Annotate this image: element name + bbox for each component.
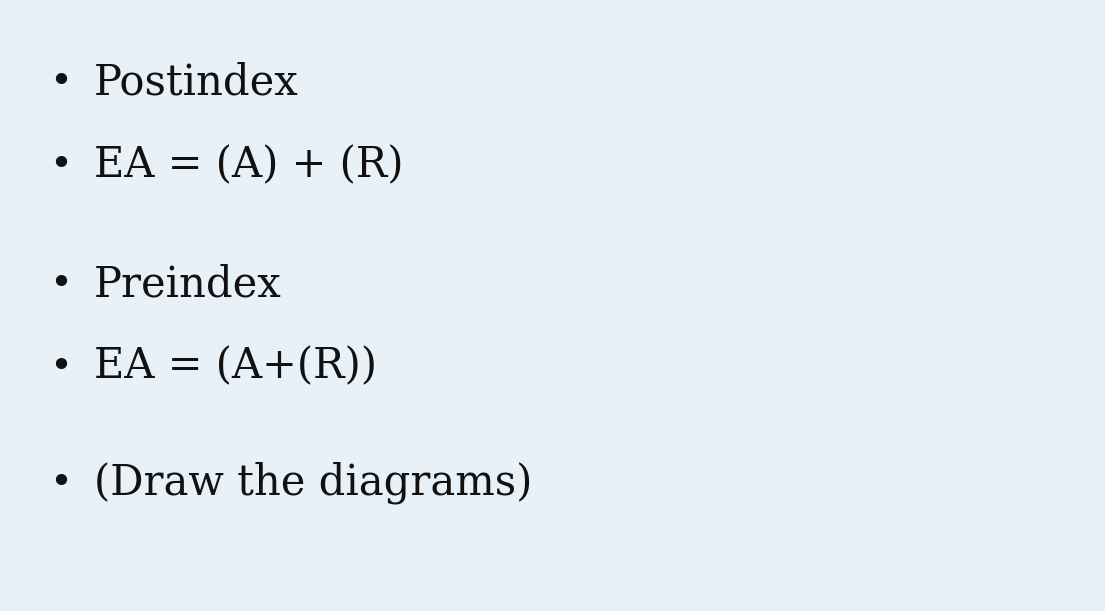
Text: •: • bbox=[50, 64, 72, 101]
Text: •: • bbox=[50, 146, 72, 184]
Text: •: • bbox=[50, 464, 72, 502]
Text: EA = (A) + (R): EA = (A) + (R) bbox=[94, 144, 403, 186]
Text: Preindex: Preindex bbox=[94, 263, 282, 305]
Text: •: • bbox=[50, 265, 72, 303]
Text: EA = (A+(R)): EA = (A+(R)) bbox=[94, 346, 377, 387]
Text: Postindex: Postindex bbox=[94, 62, 298, 103]
Text: •: • bbox=[50, 348, 72, 386]
Text: (Draw the diagrams): (Draw the diagrams) bbox=[94, 461, 533, 504]
